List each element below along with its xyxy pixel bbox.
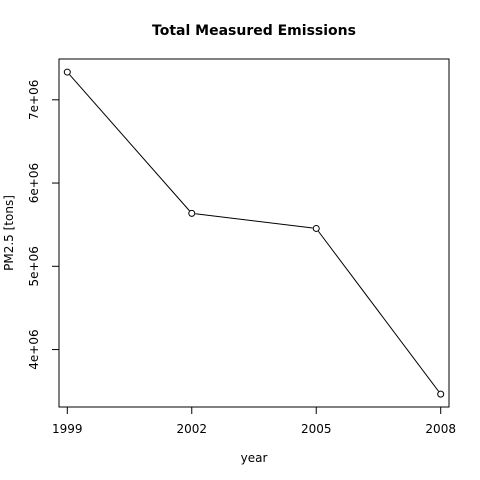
chart-title: Total Measured Emissions bbox=[152, 23, 356, 39]
series-layer bbox=[63, 68, 445, 398]
y-tick-label: 7e+06 bbox=[27, 80, 41, 120]
series-line-segment bbox=[195, 213, 313, 229]
y-axis: 4e+06 5e+06 6e+06 7e+06 bbox=[27, 80, 60, 370]
x-tick-label: 1999 bbox=[52, 422, 83, 436]
plot-box bbox=[58, 58, 450, 408]
x-tick-label: 2008 bbox=[425, 422, 456, 436]
y-tick-label: 5e+06 bbox=[27, 246, 41, 286]
y-tick-label: 4e+06 bbox=[27, 329, 41, 369]
data-point bbox=[63, 68, 71, 76]
data-point bbox=[312, 224, 320, 232]
x-axis-label: year bbox=[241, 451, 268, 465]
series-line-segment bbox=[69, 74, 190, 212]
series-line-segment bbox=[317, 230, 439, 392]
y-tick-label: 6e+06 bbox=[27, 163, 41, 203]
x-tick-label: 2005 bbox=[301, 422, 332, 436]
y-axis-label: PM2.5 [tons] bbox=[2, 195, 16, 271]
data-point bbox=[437, 390, 445, 398]
x-tick-label: 2002 bbox=[176, 422, 207, 436]
data-point bbox=[188, 209, 196, 217]
x-axis: 1999 2002 2005 2008 bbox=[52, 406, 456, 436]
